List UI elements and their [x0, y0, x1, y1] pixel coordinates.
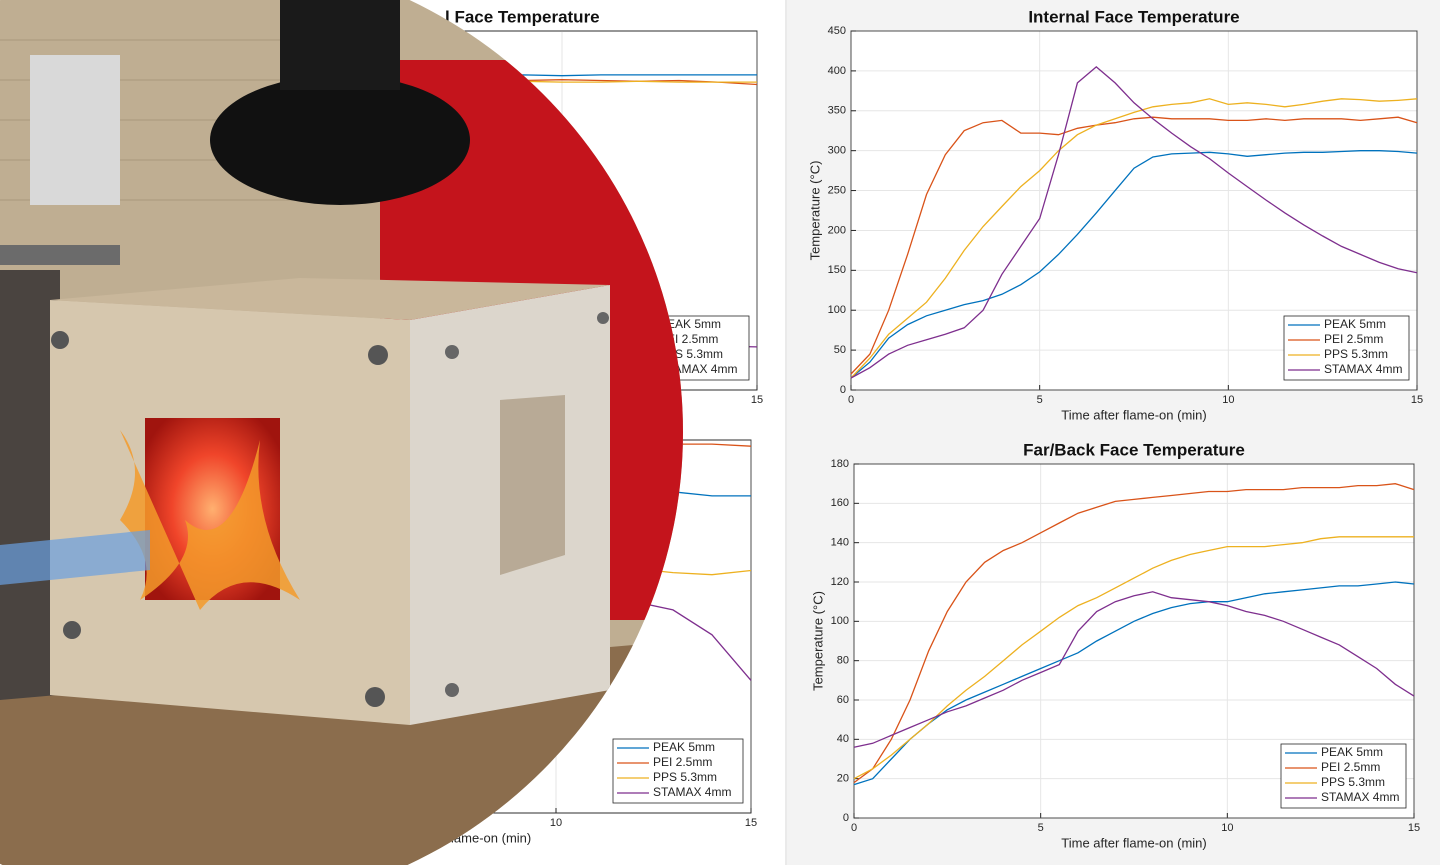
- right-charts: 0 5 10 15050100150200250300350400450Interna…: [807, 7, 1423, 850]
- x-tick-label: 10: [1221, 822, 1233, 834]
- x-tick-label: 0: [851, 822, 857, 834]
- legend-label: PPS 5.3mm: [1324, 347, 1388, 361]
- y-tick-label: 300: [828, 145, 846, 157]
- series-line: [853, 581, 1415, 786]
- y-tick-label: 120: [831, 576, 849, 588]
- y-axis-label: Temperature (°C): [810, 591, 825, 691]
- legend-box: [1280, 743, 1407, 809]
- legend-label: STAMAX 4mm: [1324, 362, 1402, 376]
- series-line: [853, 536, 1414, 780]
- y-tick-label: 450: [828, 25, 846, 37]
- chart-title: Far/Back Face Temperature: [1023, 440, 1245, 459]
- x-tick-label: 10: [1222, 394, 1234, 406]
- x-tick-label: 15: [751, 394, 763, 406]
- x-tick-label: 15: [1411, 394, 1423, 406]
- plot-frame: [853, 463, 1415, 819]
- y-axis-label: Temperature (°C): [807, 161, 822, 261]
- x-axis-label: Time after flame-on (min): [1061, 835, 1206, 850]
- legend-label: PEI 2.5mm: [653, 755, 712, 769]
- legend-label: PEI 2.5mm: [1321, 760, 1380, 774]
- y-tick-label: 100: [828, 304, 846, 316]
- series-line: [853, 483, 1415, 784]
- legend-box: [1283, 315, 1410, 381]
- series-line: [850, 150, 1418, 379]
- x-tick-label: 15: [745, 817, 757, 829]
- photo: [0, 0, 683, 865]
- x-tick-label: 5: [1038, 822, 1044, 834]
- legend-label: PEAK 5mm: [1321, 745, 1383, 759]
- y-tick-label: 0: [843, 812, 849, 824]
- x-tick-label: 15: [1408, 822, 1420, 834]
- legend-label: PEAK 5mm: [1324, 317, 1386, 331]
- x-tick-label: 10: [550, 817, 562, 829]
- series-line: [850, 98, 1418, 379]
- y-tick-label: 160: [831, 497, 849, 509]
- legend-label: PEAK 5mm: [659, 317, 721, 331]
- legend-label: STAMAX 4mm: [1321, 790, 1399, 804]
- legend-label: PPS 5.3mm: [1321, 775, 1385, 789]
- series-line: [850, 116, 1418, 375]
- x-tick-label: 5: [1037, 394, 1043, 406]
- y-tick-label: 0: [840, 384, 846, 396]
- series-line: [850, 66, 1418, 379]
- chart-title: Internal Face Temperature: [1028, 7, 1239, 26]
- y-tick-label: 80: [837, 655, 849, 667]
- legend-label: PEAK 5mm: [653, 740, 715, 754]
- legend-box: [612, 738, 744, 804]
- series-line: [483, 74, 757, 77]
- plot-frame: [850, 30, 1418, 391]
- y-tick-label: 180: [831, 458, 849, 470]
- y-tick-label: 20: [837, 773, 849, 785]
- y-tick-label: 250: [828, 184, 846, 196]
- y-tick-label: 200: [828, 224, 846, 236]
- x-axis-label: Time after flame-on (min): [1061, 407, 1206, 422]
- y-tick-label: 100: [831, 615, 849, 627]
- y-tick-label: 150: [828, 264, 846, 276]
- legend-label: PPS 5.3mm: [653, 770, 717, 784]
- y-tick-label: 350: [828, 105, 846, 117]
- legend-label: PEI 2.5mm: [1324, 332, 1383, 346]
- y-tick-label: 60: [837, 694, 849, 706]
- series-line: [853, 591, 1415, 748]
- x-tick-label: 0: [848, 394, 854, 406]
- chart-title: l Face Temperature: [445, 7, 600, 26]
- legend-label: STAMAX 4mm: [653, 785, 731, 799]
- y-tick-label: 50: [834, 344, 846, 356]
- y-tick-label: 140: [831, 537, 849, 549]
- y-tick-label: 400: [828, 65, 846, 77]
- y-tick-label: 40: [837, 733, 849, 745]
